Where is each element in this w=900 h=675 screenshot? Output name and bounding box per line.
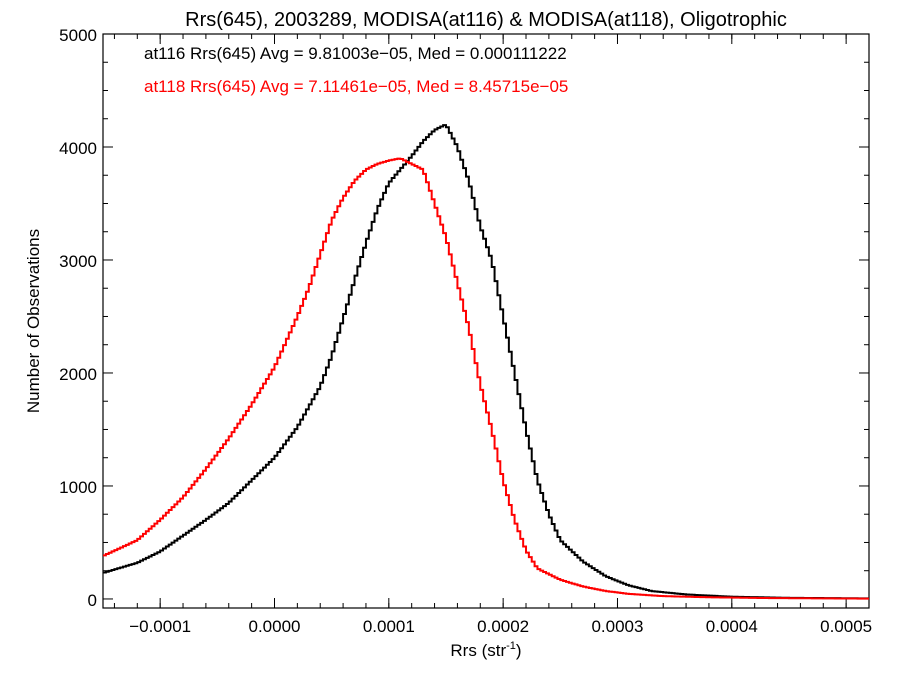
y-axis-label: Number of Observations xyxy=(24,229,43,413)
series-layer xyxy=(103,124,869,600)
y-tick-label: 3000 xyxy=(59,252,97,271)
y-tick-label: 4000 xyxy=(59,139,97,158)
y-tick-label: 0 xyxy=(88,591,97,610)
chart-title: Rrs(645), 2003289, MODISA(at116) & MODIS… xyxy=(185,9,787,31)
x-axis-label-main: Rrs (str xyxy=(450,641,506,660)
y-tick-label: 5000 xyxy=(59,26,97,45)
series-line-at116 xyxy=(103,124,869,600)
x-axis: −0.0001 0.0000 0.0001 0.0002 0.0003 0.0004 0.0… xyxy=(113,34,872,636)
x-tick-label: 0.0001 xyxy=(363,617,415,636)
y-tick-label: 1000 xyxy=(59,478,97,497)
x-axis-label-close: ) xyxy=(516,641,522,660)
legend-at116: at116 Rrs(645) Avg = 9.81003e−05, Med = … xyxy=(144,44,567,63)
legend-at118: at118 Rrs(645) Avg = 7.11461e−05, Med = … xyxy=(144,77,568,96)
x-tick-label: 0.0003 xyxy=(591,617,643,636)
x-tick-label: −0.0001 xyxy=(129,617,191,636)
x-tick-label: 0.0002 xyxy=(477,617,529,636)
plot-frame xyxy=(102,33,870,609)
x-tick-label: 0.0005 xyxy=(820,617,872,636)
x-axis-label: Rrs (str-1) xyxy=(450,640,521,660)
series-line-at118 xyxy=(103,157,869,600)
x-tick-label: 0.0004 xyxy=(706,617,758,636)
x-tick-label: 0.0000 xyxy=(248,617,300,636)
y-tick-label: 2000 xyxy=(59,365,97,384)
x-axis-label-sup: -1 xyxy=(506,640,516,652)
y-axis: 0 1000 2000 3000 4000 5000 xyxy=(59,26,869,610)
